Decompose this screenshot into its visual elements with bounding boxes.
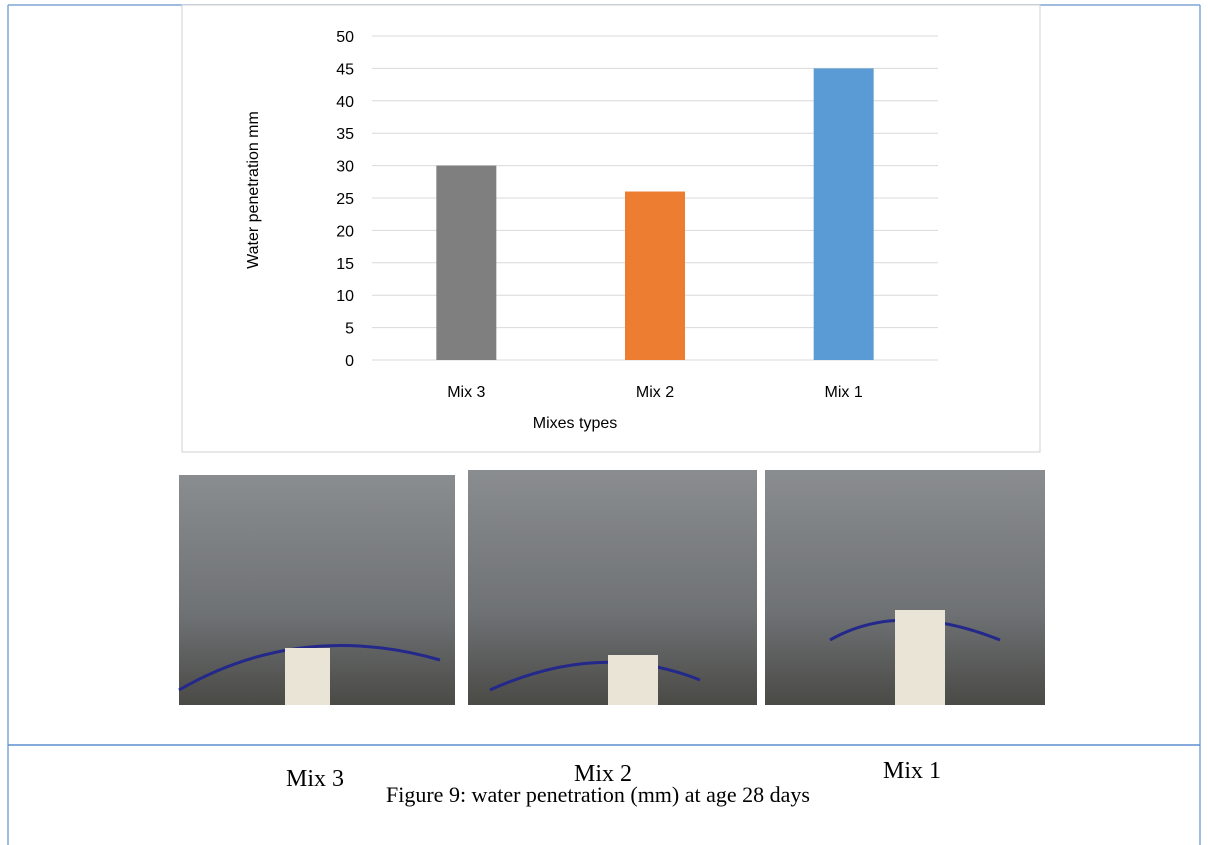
y-tick-label: 35 [336,126,354,143]
bar [625,192,685,360]
y-tick-label: 10 [336,288,354,305]
y-tick-label: 45 [336,61,354,78]
x-tick-label: Mix 3 [447,384,485,401]
photos [179,470,1045,705]
ruler [285,648,330,705]
x-axis-title: Mixes types [533,415,617,432]
ruler [608,655,658,705]
y-tick-label: 20 [336,223,354,240]
figure-caption: Figure 9: water penetration (mm) at age … [386,782,810,807]
chart-box [182,5,1040,452]
y-tick-label: 0 [345,353,354,370]
bar [814,68,874,360]
page: Mixes types Water penetration mm Mix 3 M… [0,0,1208,845]
y-tick-label: 15 [336,256,354,273]
ruler [895,610,945,705]
y-tick-label: 40 [336,94,354,111]
x-tick-label: Mix 2 [636,384,674,401]
y-axis-title: Water penetration mm [245,111,262,269]
y-tick-label: 5 [345,321,354,338]
photo-caption: Mix 3 [286,766,344,792]
x-tick-label: Mix 1 [825,384,863,401]
y-tick-label: 50 [336,29,354,46]
photo-caption: Mix 1 [883,758,941,784]
y-tick-label: 25 [336,191,354,208]
figure: Mixes types Water penetration mm Mix 3 M… [0,0,1208,845]
bar [436,166,496,360]
y-tick-label: 30 [336,159,354,176]
